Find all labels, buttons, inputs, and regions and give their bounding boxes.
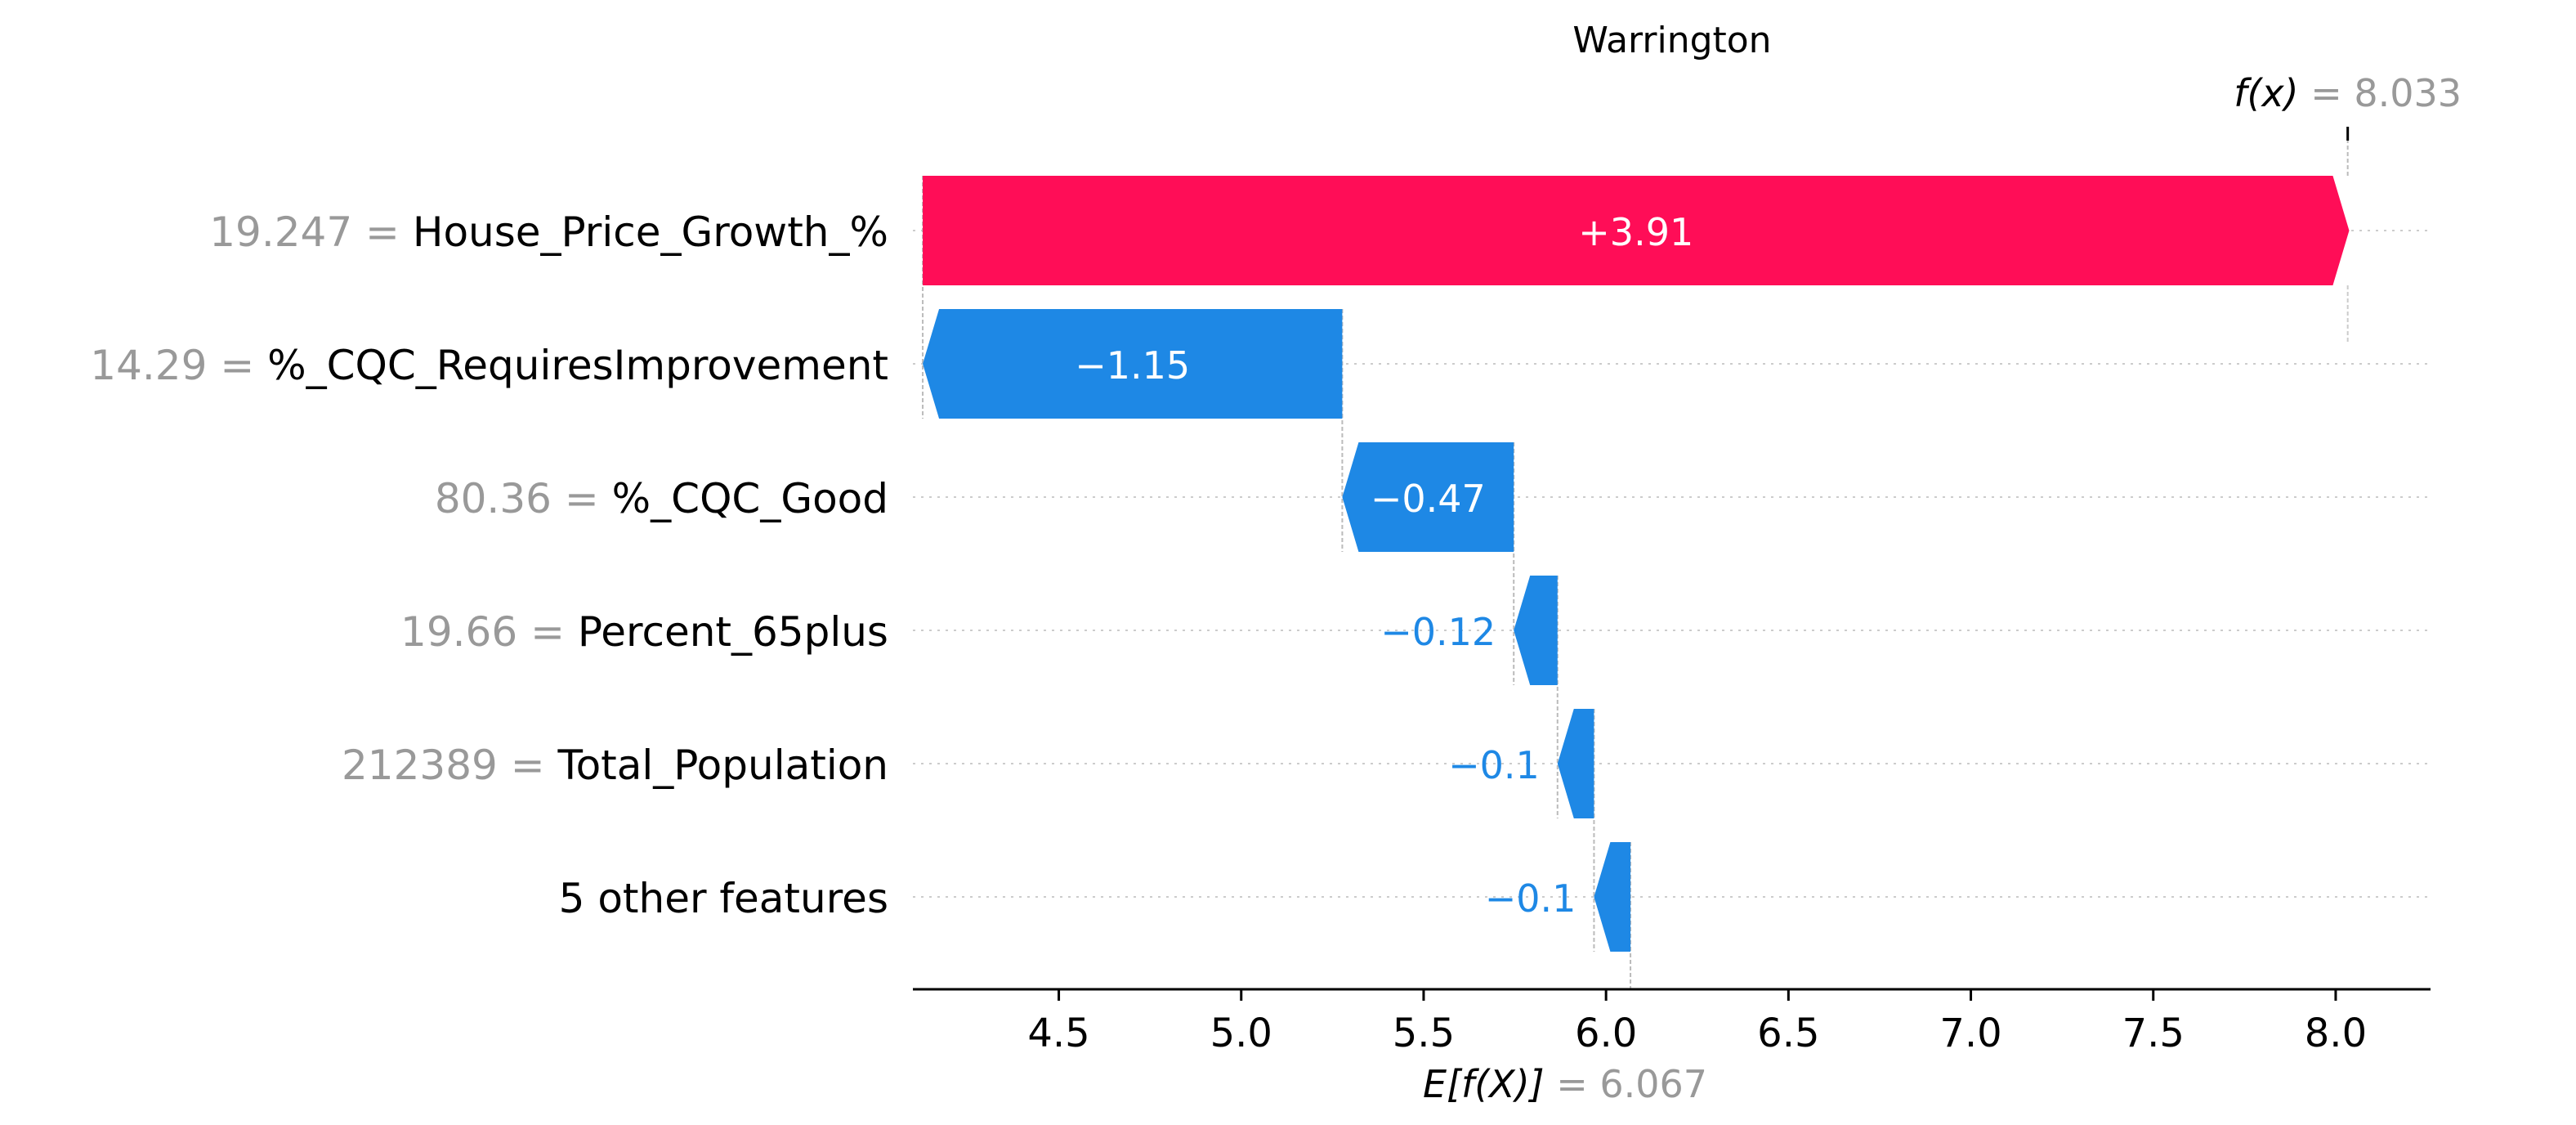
feature-name: Percent_65plus	[578, 608, 888, 656]
bar-value-label: −0.47	[1371, 477, 1486, 521]
negative-bar	[1557, 709, 1594, 818]
feature-label: 19.247 = House_Price_Growth_%	[209, 208, 888, 256]
x-tick-label: 5.0	[1210, 1011, 1272, 1056]
x-tick-label: 7.0	[1939, 1011, 2001, 1056]
feature-label: 212389 = Total_Population	[342, 742, 888, 789]
x-tick-label: 4.5	[1027, 1011, 1089, 1056]
negative-bar	[1342, 442, 1514, 552]
ex-value: = 6.067	[1545, 1062, 1707, 1106]
feature-label: 80.36 = %_CQC_Good	[435, 475, 888, 522]
bar-value-label: −0.1	[1448, 743, 1540, 787]
feature-value: 19.66 =	[400, 608, 578, 656]
x-tick-label: 7.5	[2122, 1011, 2185, 1056]
negative-bar	[1594, 842, 1631, 952]
feature-name: 5 other features	[559, 875, 888, 922]
negative-bar	[1514, 576, 1558, 685]
bar-value-label: −0.12	[1380, 610, 1496, 654]
fx-label: f(x)	[2234, 71, 2298, 115]
ex-label: E[f(X)]	[1423, 1062, 1545, 1106]
x-tick-label: 6.5	[1757, 1011, 1819, 1056]
feature-name: %_CQC_Good	[612, 475, 888, 522]
output-value-annotation: f(x) = 8.033	[2234, 71, 2462, 115]
feature-label: 14.29 = %_CQC_RequiresImprovement	[90, 342, 888, 389]
feature-value: 80.36 =	[435, 475, 612, 522]
feature-label: 5 other features	[559, 875, 888, 922]
x-tick-label: 5.5	[1393, 1011, 1455, 1056]
feature-name: %_CQC_RequiresImprovement	[267, 342, 888, 389]
feature-label: 19.66 = Percent_65plus	[400, 608, 888, 656]
feature-value: 14.29 =	[90, 342, 267, 389]
feature-value: 212389 =	[342, 742, 558, 789]
feature-name: Total_Population	[557, 742, 888, 789]
positive-bar	[923, 176, 2350, 285]
bar-value-label: +3.91	[1578, 210, 1693, 254]
bar-value-label: −1.15	[1075, 343, 1190, 388]
chart-title: Warrington	[1572, 20, 1771, 61]
feature-value: 19.247 =	[209, 208, 413, 256]
fx-value: = 8.033	[2299, 71, 2462, 115]
feature-name: House_Price_Growth_%	[413, 208, 888, 256]
bar-value-label: −0.1	[1485, 876, 1576, 921]
negative-bar	[923, 309, 1343, 419]
x-tick-label: 8.0	[2305, 1011, 2367, 1056]
base-value-annotation: E[f(X)] = 6.067	[1423, 1062, 1707, 1106]
x-tick-label: 6.0	[1575, 1011, 1637, 1056]
